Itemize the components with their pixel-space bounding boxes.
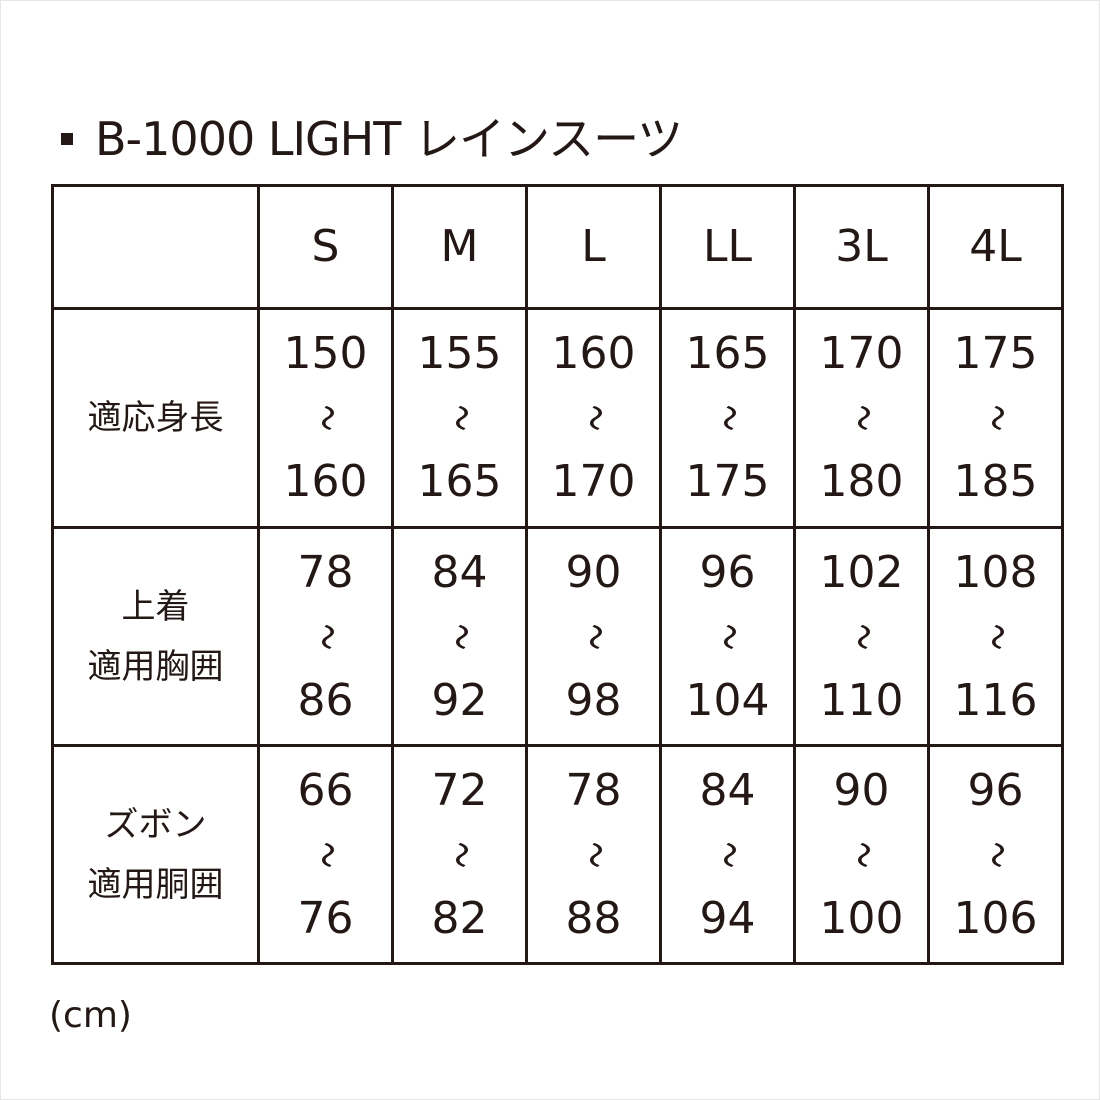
range-mark: 〜 (434, 404, 486, 432)
range-cell: 160 〜 170 (525, 307, 662, 529)
range-max: 100 (819, 892, 904, 944)
range-cell: 175 〜 185 (927, 307, 1064, 529)
range-max: 185 (953, 456, 1038, 507)
square-bullet-icon (61, 132, 73, 145)
range-cell: 84 〜 92 (391, 526, 528, 747)
range-max: 94 (699, 892, 756, 944)
range-cell: 78 〜 86 (257, 526, 394, 747)
range-min: 84 (431, 546, 488, 598)
range-cell: 102 〜 110 (793, 526, 930, 747)
range-min: 84 (699, 764, 756, 816)
range-cell: 96 〜 104 (659, 526, 796, 747)
range-mark: 〜 (568, 404, 620, 432)
range-cell: 150 〜 160 (257, 307, 394, 529)
range-min: 165 (685, 328, 770, 379)
size-header-row: S M L LL 3L 4L (51, 184, 1064, 310)
range-mark: 〜 (434, 623, 486, 650)
range-min: 160 (551, 328, 636, 379)
range-max: 98 (565, 674, 622, 726)
size-header: S (257, 184, 394, 310)
size-header: 3L (793, 184, 930, 310)
range-mark: 〜 (300, 841, 352, 868)
range-min: 150 (283, 328, 368, 379)
range-max: 116 (953, 674, 1038, 726)
range-min: 108 (953, 546, 1038, 598)
size-header: L (525, 184, 662, 310)
range-mark: 〜 (970, 623, 1022, 650)
row-label: ズボン 適用胴囲 (51, 744, 260, 965)
row-label: 適応身長 (51, 307, 260, 529)
corner-cell (51, 184, 260, 310)
range-max: 165 (417, 456, 502, 507)
row-label-line: ズボン (104, 804, 207, 845)
range-min: 96 (967, 764, 1024, 816)
size-header: M (391, 184, 528, 310)
size-header: 4L (927, 184, 1064, 310)
range-mark: 〜 (836, 404, 888, 432)
table-row: 上着適用胸囲 78 〜 86 84 〜 92 90 〜 98 96 〜 104 102 〜 110 108 〜 11… (51, 526, 1064, 747)
range-mark: 〜 (836, 841, 888, 868)
range-cell: 155 〜 165 (391, 307, 528, 529)
range-mark: 〜 (434, 841, 486, 868)
table-row: ズボン適用胴囲 66 〜 76 72 〜 82 78 〜 88 84 〜 94 90 〜 100 96 〜 106 (51, 744, 1064, 965)
range-cell: 84 〜 94 (659, 744, 796, 965)
range-cell: 90 〜 98 (525, 526, 662, 747)
range-mark: 〜 (836, 623, 888, 650)
range-max: 175 (685, 456, 770, 507)
range-min: 175 (953, 328, 1038, 379)
title-text: B-1000 LIGHT レインスーツ (95, 112, 683, 166)
range-min: 102 (819, 546, 904, 598)
range-mark: 〜 (300, 623, 352, 650)
range-max: 82 (431, 892, 488, 944)
range-max: 110 (819, 674, 904, 726)
range-max: 170 (551, 456, 636, 507)
range-mark: 〜 (970, 841, 1022, 868)
range-min: 90 (565, 546, 622, 598)
range-cell: 165 〜 175 (659, 307, 796, 529)
range-mark: 〜 (568, 841, 620, 868)
range-cell: 90 〜 100 (793, 744, 930, 965)
chart-title: B-1000 LIGHT レインスーツ (61, 109, 683, 169)
range-cell: 66 〜 76 (257, 744, 394, 965)
row-label: 上着 適用胸囲 (51, 526, 260, 747)
table-row: 適応身長 150 〜 160 155 〜 165 160 〜 170 165 〜 175 170 〜 180 1… (51, 307, 1064, 529)
range-max: 160 (283, 456, 368, 507)
range-max: 180 (819, 456, 904, 507)
range-max: 76 (297, 892, 354, 944)
range-cell: 78 〜 88 (525, 744, 662, 965)
range-mark: 〜 (702, 404, 754, 432)
range-max: 106 (953, 892, 1038, 944)
range-max: 86 (297, 674, 354, 726)
range-min: 72 (431, 764, 488, 816)
range-min: 78 (297, 546, 354, 598)
range-mark: 〜 (702, 623, 754, 650)
range-mark: 〜 (702, 841, 754, 868)
range-mark: 〜 (300, 404, 352, 432)
range-mark: 〜 (970, 404, 1022, 432)
row-label-line: 上着 (121, 586, 190, 627)
range-min: 66 (297, 764, 354, 816)
range-cell: 96 〜 106 (927, 744, 1064, 965)
range-max: 104 (685, 674, 770, 726)
row-label-line: 適用胸囲 (87, 646, 224, 687)
range-min: 90 (833, 764, 890, 816)
size-header: LL (659, 184, 796, 310)
range-max: 88 (565, 892, 622, 944)
row-label-line: 適応身長 (87, 398, 224, 438)
unit-label: (cm) (49, 995, 132, 1036)
range-cell: 108 〜 116 (927, 526, 1064, 747)
range-min: 155 (417, 328, 502, 379)
row-label-line: 適用胴囲 (87, 864, 224, 905)
range-min: 170 (819, 328, 904, 379)
range-min: 78 (565, 764, 622, 816)
range-min: 96 (699, 546, 756, 598)
range-cell: 170 〜 180 (793, 307, 930, 529)
range-max: 92 (431, 674, 488, 726)
range-mark: 〜 (568, 623, 620, 650)
range-cell: 72 〜 82 (391, 744, 528, 965)
size-table: S M L LL 3L 4L 適応身長 150 〜 160 155 〜 165 160 〜 170… (51, 184, 1064, 965)
